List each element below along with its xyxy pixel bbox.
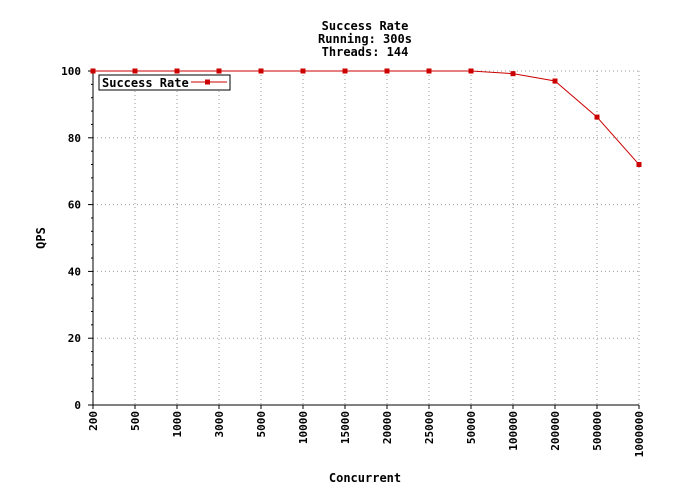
data-point-marker — [552, 78, 558, 84]
x-tick-label: 20000 — [381, 411, 394, 444]
x-tick-label: 1000 — [171, 411, 184, 438]
chart-subtitle-threads: Threads: 144 — [322, 45, 409, 59]
x-tick-label: 500000 — [591, 411, 604, 451]
data-point-marker — [468, 68, 474, 74]
data-point-marker — [300, 68, 306, 74]
data-point-marker — [216, 68, 222, 74]
series-layer — [90, 68, 642, 168]
x-tick-label: 10000 — [297, 411, 310, 444]
data-point-marker — [90, 68, 96, 74]
x-tick-label: 200000 — [549, 411, 562, 451]
data-point-marker — [510, 71, 516, 77]
x-tick-label: 1000000 — [633, 411, 646, 457]
y-tick-label: 60 — [68, 199, 81, 212]
x-tick-label: 50000 — [465, 411, 478, 444]
x-tick-label: 25000 — [423, 411, 436, 444]
x-tick-label: 100000 — [507, 411, 520, 451]
x-tick-label: 500 — [129, 411, 142, 431]
chart-subtitle-running: Running: 300s — [318, 32, 412, 46]
data-point-marker — [594, 114, 600, 120]
legend-box — [98, 74, 231, 91]
data-point-marker — [174, 68, 180, 74]
x-tick-label: 5000 — [255, 411, 268, 438]
data-point-marker — [636, 162, 642, 168]
legend-marker-sample — [205, 79, 210, 85]
y-tick-label: 20 — [68, 332, 81, 345]
legend: Success Rate — [98, 74, 231, 91]
x-tick-label: 15000 — [339, 411, 352, 444]
y-axis-title: QPS — [34, 227, 48, 249]
x-tick-labels: 200 500 1000 3000 5000 10000 15000 20000 25000 50… — [87, 411, 646, 457]
x-tick-label: 3000 — [213, 411, 226, 438]
y-tick-label: 40 — [68, 265, 81, 278]
data-point-marker — [258, 68, 264, 74]
series-line — [93, 70, 640, 165]
y-tick-label: 80 — [68, 132, 81, 145]
y-tick-label: 0 — [74, 399, 81, 412]
data-point-marker — [426, 68, 432, 74]
y-tick-labels: 0 20 40 60 80 100 — [61, 65, 81, 412]
data-point-marker — [384, 68, 390, 74]
x-axis-title: Concurrent — [329, 471, 401, 485]
x-tick-label: 200 — [87, 411, 100, 431]
chart-title: Success Rate — [322, 19, 409, 33]
data-point-marker — [132, 68, 138, 74]
data-point-marker — [342, 68, 348, 74]
legend-label: Success Rate — [102, 76, 189, 90]
y-tick-label: 100 — [61, 65, 81, 78]
